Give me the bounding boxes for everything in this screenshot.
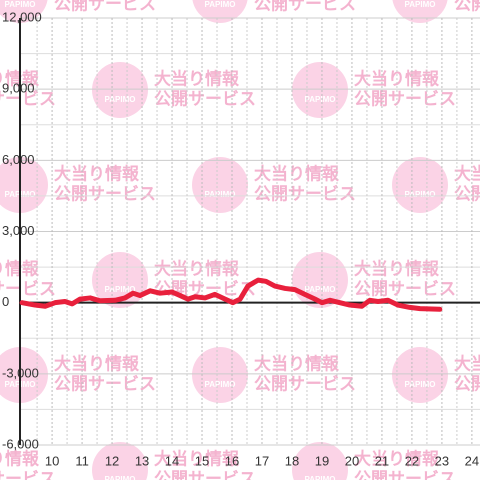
watermark-logo <box>292 62 348 118</box>
watermark-text: 公開サービス <box>254 184 356 203</box>
watermark-text: 公開サービス <box>454 374 480 393</box>
x-tick-label: 14 <box>165 453 179 468</box>
watermark-logo <box>192 157 248 213</box>
watermark-logo <box>192 347 248 403</box>
watermark-logo-text: PAPIMO <box>105 475 136 480</box>
watermark-logo <box>192 0 248 23</box>
x-tick-label: 18 <box>285 453 299 468</box>
watermark-logo <box>0 0 48 23</box>
y-tick-label: 6,000 <box>2 152 35 167</box>
watermark-text: 大当り情報 <box>454 353 480 373</box>
grid <box>20 17 480 446</box>
watermark-logo-text: PAPIMO <box>5 0 36 9</box>
x-tick-label: 19 <box>315 453 329 468</box>
watermark-text: 大当り情報 <box>254 163 340 183</box>
x-tick-label: 15 <box>195 453 209 468</box>
watermark-logo-text: PAPIMO <box>405 190 436 199</box>
watermark-logo-text: PAPIMO <box>205 380 236 389</box>
watermark-text: 公開サービス <box>254 374 356 393</box>
watermark-logo <box>292 442 348 480</box>
watermark-text: 公開サービス <box>154 89 256 108</box>
watermark-logo <box>92 62 148 118</box>
x-tick-label: 23 <box>435 453 449 468</box>
y-tick-label: 9,000 <box>2 81 35 96</box>
watermark-logo-text: PAPIMO <box>305 475 336 480</box>
watermark-text: 公開サービス <box>54 0 156 13</box>
watermark-logo-text: PAPIMO <box>205 0 236 9</box>
watermark-logo-text: PAPIMO <box>305 285 336 294</box>
watermark-text: 公開サービス <box>154 469 256 480</box>
x-tick-label: 24 <box>465 453 479 468</box>
watermark-logo <box>392 157 448 213</box>
watermark-text: 公開サービス <box>454 0 480 13</box>
watermark-text: 公開サービス <box>254 0 356 13</box>
watermark-text: 公開サービス <box>0 89 56 108</box>
watermark-text: 大当り情報 <box>0 448 40 468</box>
watermark-text: 公開サービス <box>0 469 56 480</box>
watermark-logo-text: PAPIMO <box>105 285 136 294</box>
watermark-text: 公開サービス <box>0 279 56 298</box>
watermark-logo <box>0 347 48 403</box>
watermark-logo <box>0 157 48 213</box>
watermark-logo-text: PAPIMO <box>305 95 336 104</box>
x-tick-label: 16 <box>225 453 239 468</box>
watermark-text: 公開サービス <box>354 469 456 480</box>
plot: -6,000-3,00003,0006,0009,00012,000101112… <box>2 9 480 468</box>
watermark-logo-text: PAPIMO <box>405 380 436 389</box>
x-tick-label: 20 <box>345 453 359 468</box>
x-tick-label: 21 <box>375 453 389 468</box>
watermark-text: 大当り情報 <box>154 258 240 278</box>
watermark-logo <box>392 347 448 403</box>
y-tick-label: 0 <box>2 294 9 309</box>
data-line <box>19 277 443 312</box>
watermark-text: 大当り情報 <box>454 163 480 183</box>
y-tick-label: 3,000 <box>2 223 35 238</box>
watermark-text: 大当り情報 <box>154 68 240 88</box>
x-tick-label: 13 <box>135 453 149 468</box>
watermark-text: 公開サービス <box>354 89 456 108</box>
watermark-text: 大当り情報 <box>354 258 440 278</box>
x-tick-label: 10 <box>45 453 59 468</box>
watermark-text: 大当り情報 <box>254 353 340 373</box>
y-tick-label: 12,000 <box>2 9 42 24</box>
watermark-text: 公開サービス <box>454 184 480 203</box>
watermark-text: 大当り情報 <box>154 448 240 468</box>
watermark-logo <box>392 0 448 23</box>
watermark-text: 大当り情報 <box>354 448 440 468</box>
watermark-logo-text: PAPIMO <box>405 0 436 9</box>
watermark-text: 大当り情報 <box>54 163 140 183</box>
watermark-logo-text: PAPIMO <box>205 190 236 199</box>
watermark-logo <box>92 442 148 480</box>
watermark-logo-text: PAPIMO <box>105 95 136 104</box>
x-tick-label: 17 <box>255 453 269 468</box>
watermark-text: 公開サービス <box>54 374 156 393</box>
x-tick-label: 12 <box>105 453 119 468</box>
x-tick-label: 11 <box>75 453 89 468</box>
watermark-text: 公開サービス <box>354 279 456 298</box>
watermark-text: 公開サービス <box>54 184 156 203</box>
x-tick-label: 22 <box>405 453 419 468</box>
